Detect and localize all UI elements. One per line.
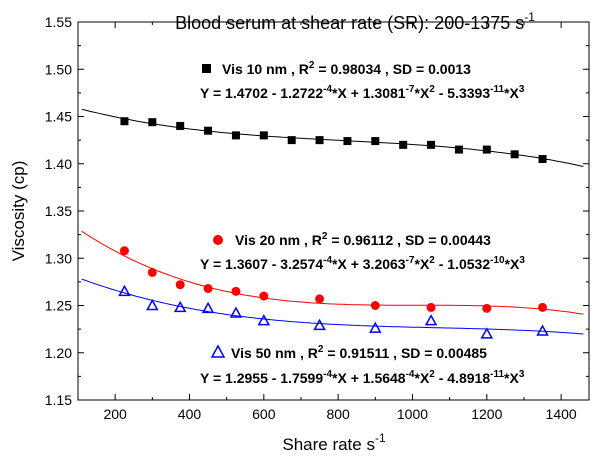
data-point-series-3 — [146, 298, 159, 311]
data-point-series-1 — [259, 131, 268, 140]
chart-title: Blood serum at shear rate (SR): 200-1375… — [175, 10, 535, 33]
data-point-series-3 — [369, 321, 382, 333]
data-point-series-3 — [480, 327, 494, 339]
legend-marker-circle — [213, 235, 223, 245]
x-axis-title: Share rate s-1 — [282, 431, 386, 454]
y-tick-label: 1.40 — [45, 156, 72, 172]
data-point-series-2 — [426, 302, 436, 312]
data-point-series-1 — [287, 136, 296, 145]
x-tick-label: 600 — [252, 406, 276, 422]
data-point-series-1 — [510, 150, 519, 159]
y-axis-title: Viscosity (cp) — [9, 161, 28, 262]
legend-marker-square — [202, 64, 211, 73]
data-point-series-3 — [313, 318, 326, 331]
x-tick-label: 800 — [326, 406, 350, 422]
data-point-series-1 — [454, 145, 463, 154]
y-tick-label: 1.55 — [45, 14, 72, 30]
y-axis: 1.15 1.20 1.25 1.30 1.35 1.40 1.45 1.50 1.55 — [45, 14, 589, 408]
data-point-series-1 — [399, 140, 408, 149]
data-point-series-1 — [427, 140, 436, 149]
data-point-series-1 — [231, 131, 240, 140]
x-tick-label: 1400 — [546, 406, 577, 422]
y-tick-label: 1.20 — [45, 345, 72, 361]
y-tick-label: 1.45 — [45, 109, 72, 125]
data-point-series-1 — [315, 136, 324, 145]
data-point-series-2 — [231, 286, 241, 296]
y-tick-label: 1.25 — [45, 298, 72, 314]
data-point-series-2 — [370, 301, 380, 310]
fit-curves — [81, 108, 584, 335]
data-point-series-1 — [148, 118, 157, 127]
data-point-series-2 — [175, 280, 185, 290]
data-point-series-2 — [259, 291, 269, 301]
legend-series-1: Vis 10 nm , R2 = 0.98034 , SD = 0.0013 Y… — [200, 60, 525, 101]
data-point-series-2 — [482, 303, 492, 313]
x-tick-label: 200 — [103, 406, 127, 422]
y-tick-label: 1.15 — [45, 392, 72, 408]
legend-series-3: Vis 50 nm , R2 = 0.91511 , SD = 0.00485 … — [200, 344, 525, 386]
data-point-series-3 — [229, 306, 243, 318]
x-tick-label: 1200 — [471, 406, 502, 422]
x-tick-label: 1000 — [397, 406, 428, 422]
legend-label-series-2: Vis 20 nm , R2 = 0.96112 , SD = 0.00443 — [235, 231, 491, 248]
data-point-series-1 — [343, 137, 352, 146]
data-points — [118, 117, 549, 339]
x-tick-label: 400 — [178, 406, 202, 422]
data-point-series-3 — [173, 300, 187, 313]
data-point-series-3 — [201, 301, 215, 314]
equation-series-2: Y = 1.3607 - 3.2574-4*X + 3.2063-7*X2 - … — [200, 255, 525, 272]
data-point-series-1 — [176, 121, 185, 130]
y-tick-label: 1.35 — [45, 203, 72, 219]
fit-curve-series-1 — [81, 108, 584, 167]
legend-series-2: Vis 20 nm , R2 = 0.96112 , SD = 0.00443 … — [200, 231, 525, 272]
data-point-series-3 — [118, 284, 131, 297]
equation-series-3: Y = 1.2955 - 1.7599-4*X + 1.5648-4*X2 - … — [200, 369, 525, 386]
data-point-series-2 — [538, 302, 548, 312]
fit-curve-series-3 — [81, 278, 584, 335]
fit-curve-series-2 — [81, 230, 584, 315]
x-axis: 200 400 600 800 1000 1200 1400 — [77, 22, 577, 422]
data-point-series-3 — [424, 314, 438, 326]
legend-marker-triangle — [210, 344, 226, 358]
data-point-series-3 — [257, 314, 271, 326]
data-point-series-2 — [147, 267, 157, 277]
plot-area — [77, 21, 590, 401]
data-point-series-1 — [204, 126, 213, 135]
data-point-series-3 — [536, 324, 549, 336]
data-point-series-2 — [119, 246, 129, 256]
legend-label-series-3: Vis 50 nm , R2 = 0.91511 , SD = 0.00485 — [231, 344, 487, 361]
y-tick-label: 1.50 — [45, 61, 72, 77]
data-point-series-2 — [203, 283, 213, 293]
data-point-series-1 — [120, 117, 129, 126]
y-tick-label: 1.30 — [45, 250, 72, 266]
legend-label-series-1: Vis 10 nm , R2 = 0.98034 , SD = 0.0013 — [222, 60, 471, 77]
data-point-series-1 — [538, 155, 547, 164]
data-point-series-1 — [371, 137, 380, 146]
equation-series-1: Y = 1.4702 - 1.2722-4*X + 1.3081-7*X2 - … — [200, 84, 525, 101]
data-point-series-1 — [482, 145, 491, 154]
data-point-series-2 — [315, 294, 325, 304]
